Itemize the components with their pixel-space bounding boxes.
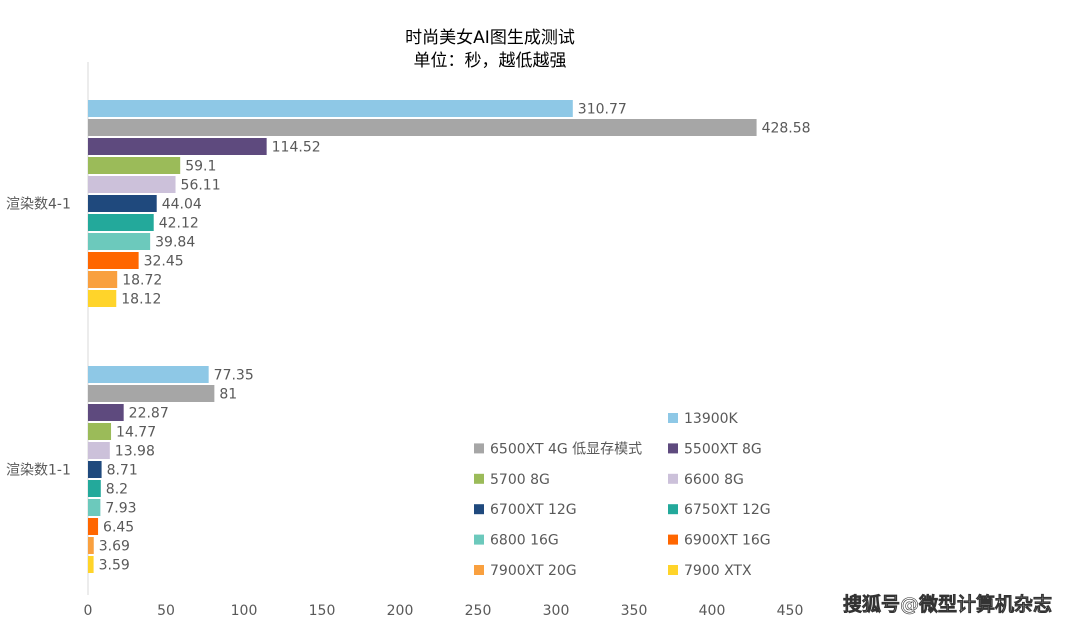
legend-label: 6600 8G bbox=[684, 472, 744, 488]
legend-swatch bbox=[474, 473, 484, 484]
bar bbox=[88, 480, 101, 497]
bar bbox=[88, 233, 151, 250]
value-label: 18.72 bbox=[122, 273, 162, 289]
bar bbox=[88, 385, 215, 402]
bar bbox=[88, 423, 112, 440]
x-tick-label: 50 bbox=[157, 603, 175, 619]
legend-swatch bbox=[474, 504, 484, 515]
chart-title: 时尚美女AI图生成测试 bbox=[405, 28, 575, 48]
bar bbox=[88, 157, 181, 174]
value-label: 56.11 bbox=[181, 178, 221, 194]
value-label: 22.87 bbox=[129, 406, 169, 422]
bar bbox=[88, 100, 573, 117]
value-label: 59.1 bbox=[185, 159, 216, 175]
bar bbox=[88, 537, 94, 554]
value-label: 39.84 bbox=[155, 235, 195, 251]
bar bbox=[88, 518, 99, 535]
legend-label: 6750XT 12G bbox=[684, 502, 771, 518]
x-tick-label: 350 bbox=[621, 603, 648, 619]
value-label: 3.69 bbox=[99, 539, 130, 555]
bar bbox=[88, 252, 139, 269]
value-label: 42.12 bbox=[159, 216, 199, 232]
bar bbox=[88, 176, 176, 193]
value-label: 6.45 bbox=[103, 520, 134, 536]
value-label: 18.12 bbox=[121, 292, 161, 308]
legend-swatch bbox=[668, 413, 678, 423]
legend-swatch bbox=[668, 443, 678, 454]
bar bbox=[88, 404, 124, 421]
value-label: 81 bbox=[219, 387, 237, 403]
legend-swatch bbox=[668, 504, 678, 515]
value-label: 310.77 bbox=[578, 102, 627, 118]
legend-label: 6700XT 12G bbox=[490, 502, 577, 518]
legend-label: 7900XT 20G bbox=[490, 563, 577, 579]
legend-swatch bbox=[474, 565, 484, 575]
x-tick-label: 0 bbox=[84, 603, 93, 619]
category-label: 渲染数1-1 bbox=[6, 463, 71, 479]
legend-swatch bbox=[474, 534, 484, 545]
x-tick-label: 400 bbox=[699, 603, 726, 619]
category-label: 渲染数4-1 bbox=[6, 197, 71, 213]
bar bbox=[88, 195, 157, 212]
bar bbox=[88, 214, 154, 231]
bar bbox=[88, 271, 118, 288]
watermark: 搜狐号@微型计算机杂志 bbox=[843, 593, 1052, 616]
legend-label: 6800 16G bbox=[490, 533, 559, 549]
value-label: 8.2 bbox=[106, 482, 128, 498]
bar bbox=[88, 461, 102, 478]
legend-label: 5700 8G bbox=[490, 472, 550, 488]
value-label: 8.71 bbox=[107, 463, 138, 479]
legend-swatch bbox=[668, 473, 678, 484]
bar bbox=[88, 366, 209, 383]
legend-label: 5500XT 8G bbox=[684, 441, 762, 457]
bar bbox=[88, 499, 101, 516]
value-label: 114.52 bbox=[272, 140, 321, 156]
bar bbox=[88, 290, 117, 307]
chart-subtitle: 单位：秒，越低越强 bbox=[414, 51, 567, 71]
legend-label: 6500XT 4G 低显存模式 bbox=[490, 441, 642, 457]
legend-swatch bbox=[668, 565, 678, 575]
x-tick-label: 150 bbox=[309, 603, 336, 619]
bar bbox=[88, 556, 94, 573]
value-label: 7.93 bbox=[105, 501, 136, 517]
bar bbox=[88, 138, 267, 155]
x-tick-label: 100 bbox=[231, 603, 258, 619]
x-tick-label: 300 bbox=[543, 603, 570, 619]
legend-label: 6900XT 16G bbox=[684, 533, 771, 549]
value-label: 428.58 bbox=[762, 121, 811, 137]
legend-swatch bbox=[668, 534, 678, 545]
legend-swatch bbox=[474, 443, 484, 454]
bar bbox=[88, 119, 757, 136]
value-label: 14.77 bbox=[116, 425, 156, 441]
x-tick-label: 200 bbox=[387, 603, 414, 619]
legend-label: 13900K bbox=[684, 411, 739, 427]
bar bbox=[88, 442, 110, 459]
x-tick-label: 450 bbox=[777, 603, 804, 619]
value-label: 3.59 bbox=[99, 558, 130, 574]
value-label: 32.45 bbox=[144, 254, 184, 270]
legend-label: 7900 XTX bbox=[684, 563, 752, 579]
x-tick-label: 250 bbox=[465, 603, 492, 619]
value-label: 77.35 bbox=[214, 368, 254, 384]
value-label: 13.98 bbox=[115, 444, 155, 460]
value-label: 44.04 bbox=[162, 197, 202, 213]
